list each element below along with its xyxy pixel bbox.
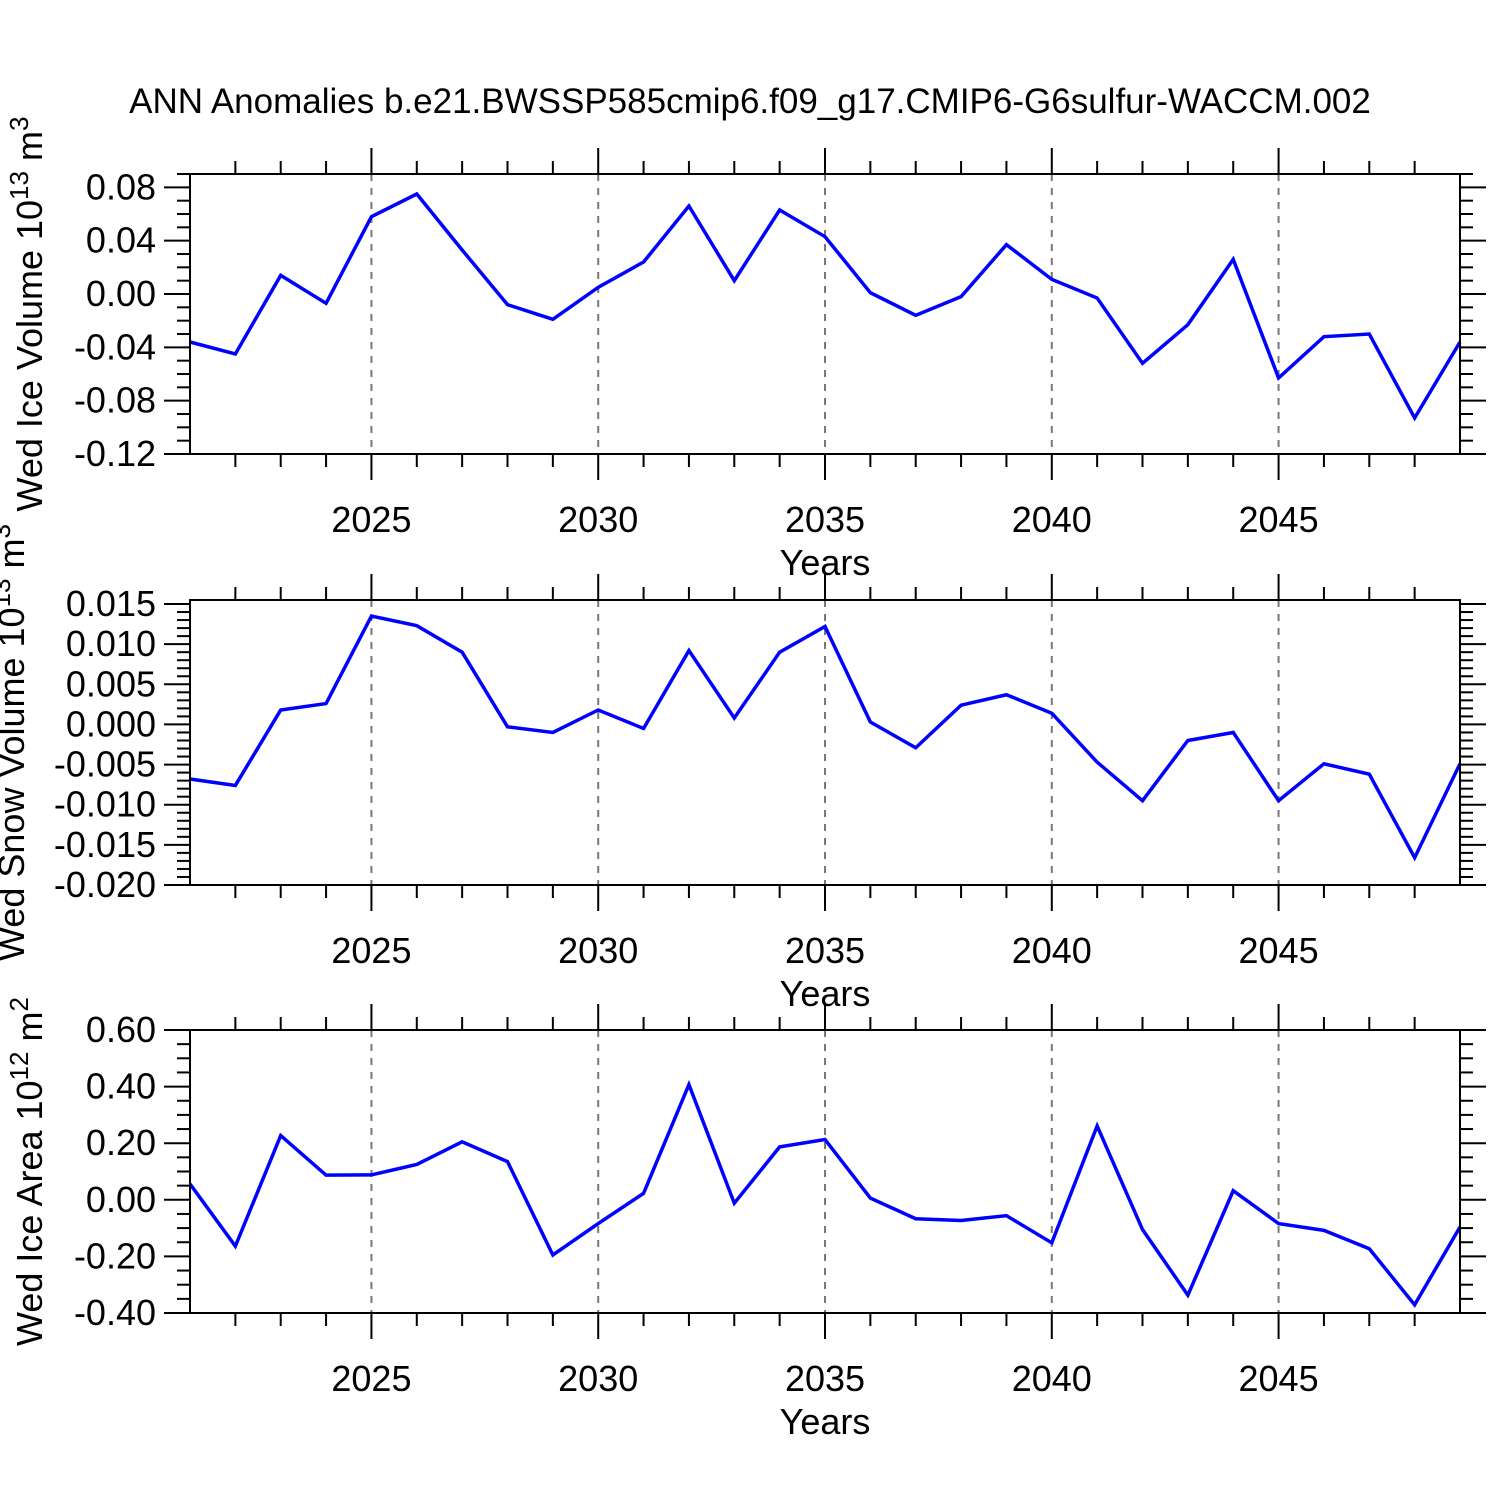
y-tick-label-wed-ice-volume: -0.12	[74, 433, 156, 474]
y-tick-label-wed-ice-area: 0.00	[86, 1179, 156, 1220]
y-tick-label-wed-ice-volume: 0.00	[86, 273, 156, 314]
y-tick-label-wed-snow-volume: 0.015	[66, 583, 156, 624]
y-tick-label-wed-ice-area: 0.20	[86, 1122, 156, 1163]
x-tick-label-wed-ice-area: 2040	[1012, 1358, 1092, 1399]
x-tick-label-wed-snow-volume: 2045	[1239, 930, 1319, 971]
y-tick-label-wed-ice-volume: -0.04	[74, 326, 156, 367]
x-tick-label-wed-ice-volume: 2025	[331, 499, 411, 540]
x-axis-title-wed-ice-area: Years	[780, 1401, 871, 1442]
chart-title: ANN Anomalies b.e21.BWSSP585cmip6.f09_g1…	[129, 82, 1371, 121]
y-tick-label-wed-snow-volume: -0.015	[54, 824, 156, 865]
y-axis-title-wed-ice-area: Wed Ice Area 1012 m2	[4, 997, 50, 1346]
y-tick-label-wed-snow-volume: 0.010	[66, 623, 156, 664]
y-tick-label-wed-ice-area: -0.40	[74, 1292, 156, 1333]
x-tick-label-wed-ice-area: 2035	[785, 1358, 865, 1399]
y-axis-title-wed-snow-volume: Wed Snow Volume 1013 m3	[0, 524, 32, 961]
x-tick-label-wed-ice-volume: 2040	[1012, 499, 1092, 540]
x-tick-label-wed-snow-volume: 2025	[331, 930, 411, 971]
x-tick-label-wed-ice-volume: 2035	[785, 499, 865, 540]
y-tick-label-wed-snow-volume: -0.010	[54, 784, 156, 825]
data-line-wed-ice-area	[188, 1079, 1462, 1308]
y-tick-label-wed-ice-volume: -0.08	[74, 380, 156, 421]
x-tick-label-wed-snow-volume: 2040	[1012, 930, 1092, 971]
data-line-wed-ice-volume	[189, 191, 1462, 422]
x-tick-label-wed-snow-volume: 2035	[785, 930, 865, 971]
data-line-wed-snow-volume	[189, 614, 1462, 862]
x-tick-label-wed-snow-volume: 2030	[558, 930, 638, 971]
y-tick-label-wed-ice-area: 0.60	[86, 1009, 156, 1050]
y-tick-label-wed-snow-volume: -0.005	[54, 744, 156, 785]
x-tick-label-wed-ice-area: 2045	[1239, 1358, 1319, 1399]
y-tick-label-wed-snow-volume: -0.020	[54, 864, 156, 905]
y-tick-label-wed-ice-volume: 0.08	[86, 166, 156, 207]
y-tick-label-wed-ice-area: -0.20	[74, 1235, 156, 1276]
y-tick-label-wed-ice-volume: 0.04	[86, 220, 156, 261]
x-tick-label-wed-ice-area: 2025	[331, 1358, 411, 1399]
x-tick-label-wed-ice-volume: 2030	[558, 499, 638, 540]
x-tick-label-wed-ice-area: 2030	[558, 1358, 638, 1399]
y-axis-title-wed-ice-volume: Wed Ice Volume 1013 m3	[4, 117, 50, 512]
y-tick-label-wed-snow-volume: 0.005	[66, 663, 156, 704]
y-tick-label-wed-ice-area: 0.40	[86, 1066, 156, 1107]
y-tick-label-wed-snow-volume: 0.000	[66, 703, 156, 744]
x-tick-label-wed-ice-volume: 2045	[1239, 499, 1319, 540]
